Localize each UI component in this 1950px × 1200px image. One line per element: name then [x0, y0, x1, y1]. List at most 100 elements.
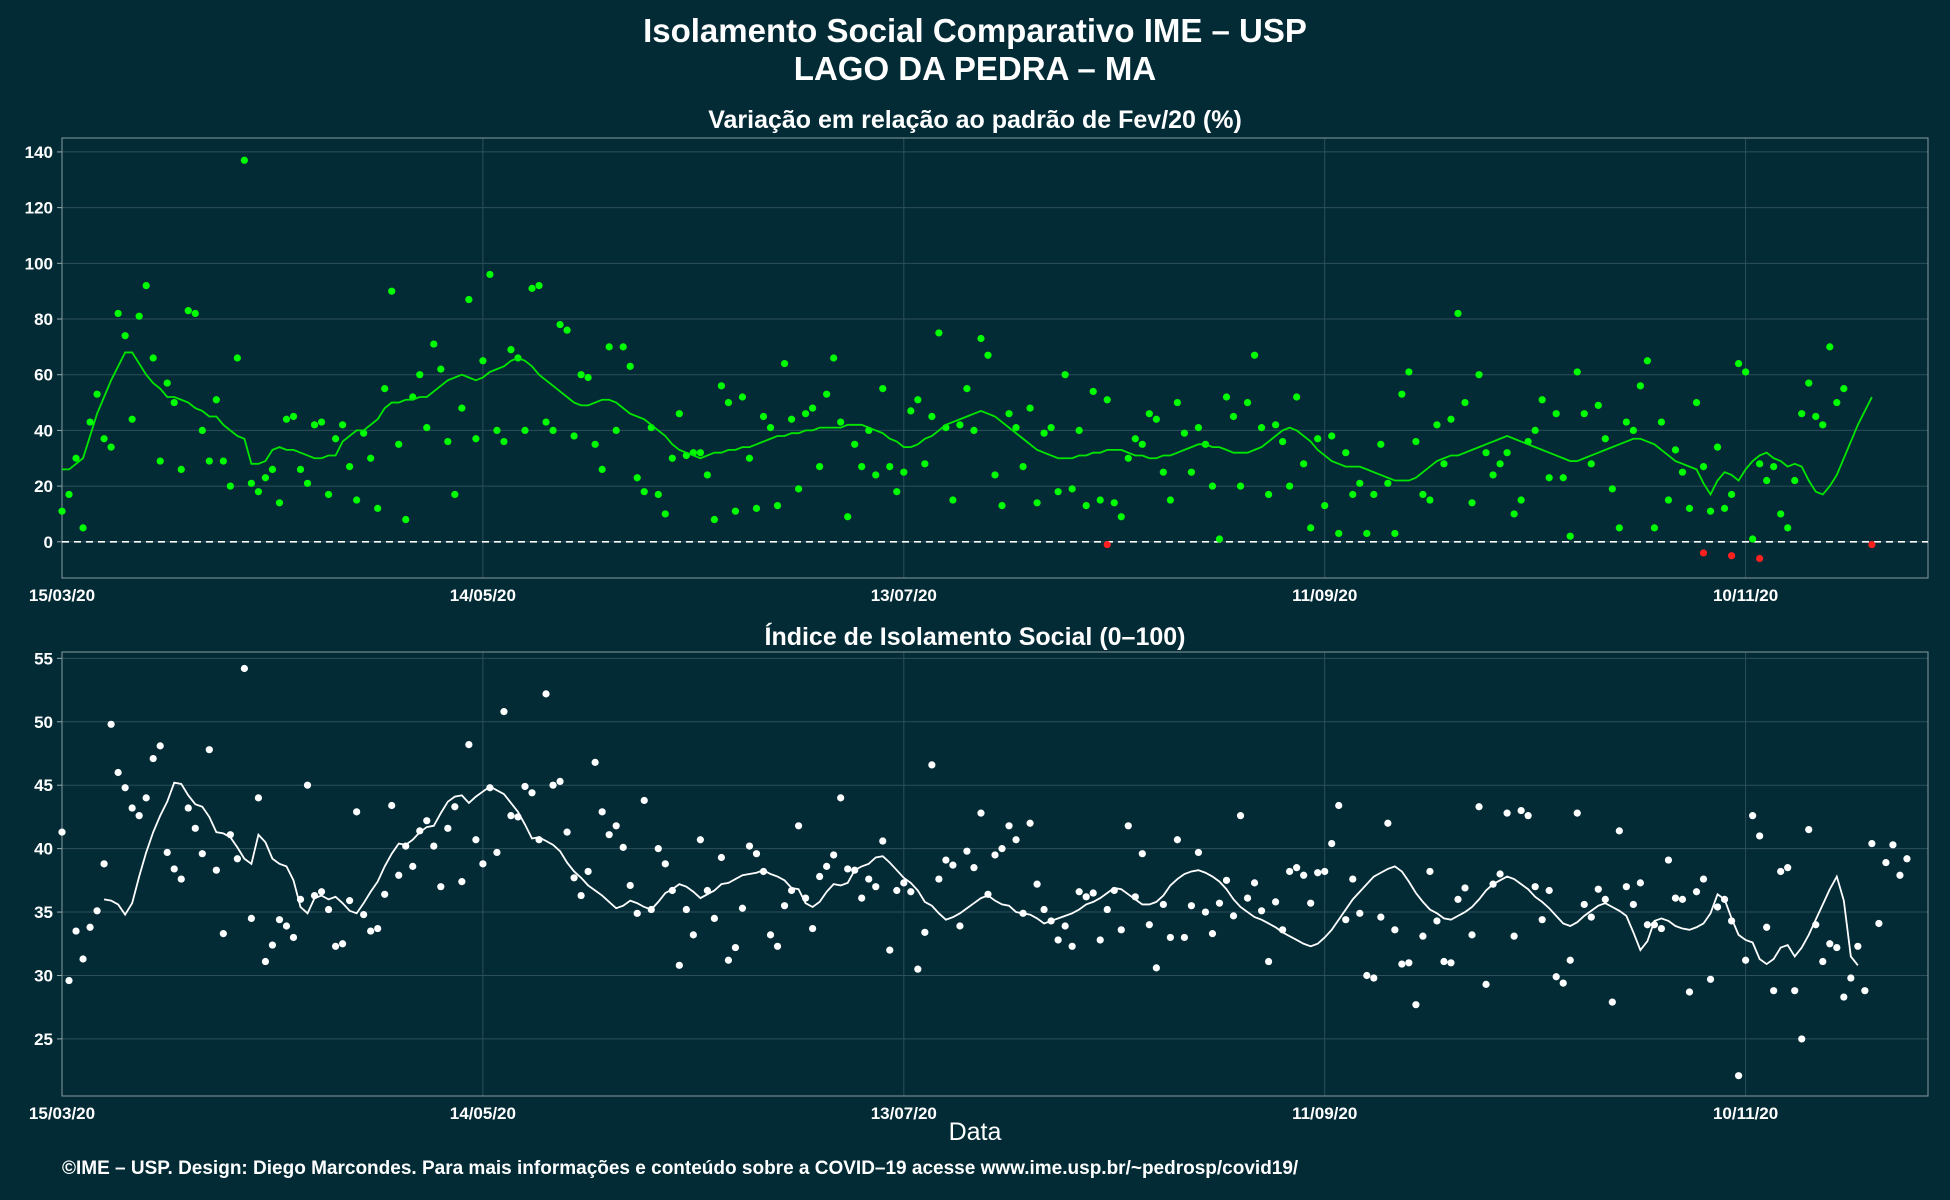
data-point [991, 851, 999, 859]
data-point [1208, 482, 1217, 490]
data-point [1587, 460, 1595, 468]
data-point [696, 836, 704, 844]
data-point [1159, 468, 1167, 476]
data-point [1243, 398, 1252, 407]
data-point [458, 878, 466, 886]
data-point [577, 371, 585, 379]
data-point [423, 817, 431, 825]
data-point [205, 457, 213, 465]
data-point [303, 781, 312, 789]
data-point [1826, 343, 1834, 351]
data-point [963, 385, 971, 393]
data-point [430, 842, 438, 850]
data-point [346, 463, 354, 471]
data-point [1524, 812, 1532, 820]
data-point [605, 831, 613, 839]
data-point [858, 894, 866, 902]
data-point [212, 866, 220, 874]
data-point [1798, 410, 1806, 418]
x-tick-label: 10/11/20 [1713, 586, 1778, 605]
data-point [914, 396, 922, 404]
data-point [591, 758, 599, 766]
y-tick-label: 50 [34, 713, 53, 732]
data-point [1096, 496, 1104, 504]
data-point [752, 504, 761, 512]
data-point [668, 454, 676, 462]
data-point [1328, 839, 1336, 848]
data-point [907, 407, 915, 415]
data-point [598, 808, 606, 816]
data-point [1335, 529, 1343, 538]
data-point [717, 853, 726, 862]
data-point [612, 426, 620, 435]
data-point [1552, 410, 1560, 418]
data-point [1622, 418, 1630, 426]
negative-data-point [1868, 540, 1876, 549]
data-point [1286, 867, 1294, 876]
data-point [1321, 867, 1329, 876]
data-point [205, 746, 213, 754]
data-point [900, 468, 908, 476]
data-point [317, 418, 326, 426]
data-point [1180, 933, 1189, 942]
data-point [388, 801, 396, 810]
data-point [1699, 875, 1708, 883]
data-point [928, 761, 936, 769]
data-point [1791, 987, 1799, 995]
data-point [1152, 964, 1160, 972]
data-point [1517, 496, 1525, 504]
data-point [745, 842, 754, 850]
data-point [633, 909, 641, 917]
data-point [451, 490, 459, 499]
data-point [1433, 421, 1441, 429]
x-tick-label: 13/07/20 [871, 586, 937, 605]
data-point [430, 340, 438, 348]
data-point [331, 435, 340, 443]
data-point [1335, 801, 1343, 810]
data-point [1005, 822, 1013, 830]
data-point [1552, 973, 1560, 981]
data-point [1243, 894, 1252, 902]
data-point [1138, 850, 1146, 858]
data-point [766, 931, 775, 939]
data-point [1889, 841, 1897, 849]
data-point [942, 856, 950, 864]
data-point [374, 924, 382, 933]
data-point [794, 822, 803, 830]
data-point [1594, 885, 1602, 893]
data-point [1229, 912, 1238, 920]
data-point [65, 976, 73, 985]
data-point [1215, 535, 1224, 543]
data-point [773, 942, 782, 950]
data-point [1706, 507, 1715, 515]
data-point [1657, 418, 1666, 426]
data-point [1342, 916, 1350, 924]
data-point [219, 457, 227, 465]
data-point [1749, 812, 1757, 820]
data-point [823, 390, 831, 398]
data-point [493, 426, 501, 435]
y-tick-label: 40 [34, 421, 53, 440]
data-point [226, 482, 234, 490]
data-point [1293, 864, 1301, 872]
data-point [1173, 398, 1181, 407]
data-point [191, 309, 199, 318]
data-point [93, 390, 101, 398]
data-point [437, 365, 445, 373]
data-point [219, 930, 227, 938]
data-point [816, 872, 824, 881]
data-point [1012, 424, 1020, 432]
data-point [339, 940, 347, 948]
data-point [1054, 936, 1062, 944]
data-point [1124, 822, 1132, 830]
data-point [809, 404, 817, 412]
y-tick-label: 0 [44, 533, 53, 552]
data-point [1208, 930, 1217, 938]
data-point [837, 794, 845, 802]
data-point [1314, 869, 1322, 877]
footer-credit: ©IME – USP. Design: Diego Marcondes. Par… [62, 1158, 1299, 1179]
data-point [72, 454, 80, 462]
data-point [1405, 959, 1413, 967]
data-point [1812, 412, 1820, 421]
